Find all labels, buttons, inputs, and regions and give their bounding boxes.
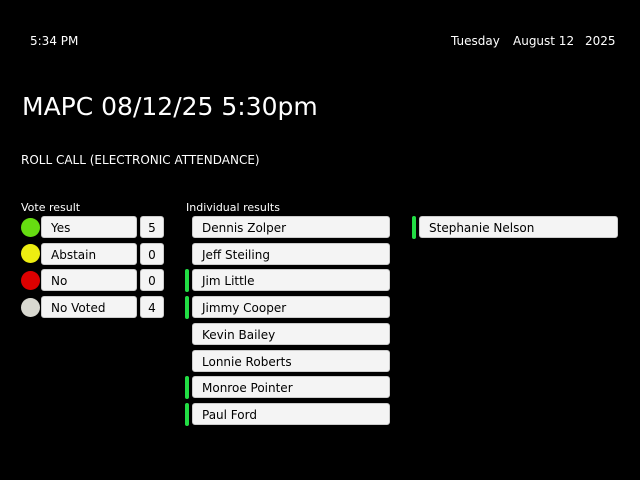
year: 2025 [585,34,616,48]
page-subtitle: ROLL CALL (ELECTRONIC ATTENDANCE) [21,153,260,167]
member-result: Paul Ford [192,402,390,425]
vote-option-label: No Voted [41,296,137,319]
voted-yes-indicator [185,376,189,400]
date: August 12 [513,34,575,48]
vote-color-indicator [21,217,40,237]
vote-count: 0 [140,269,164,292]
member-result: Lonnie Roberts [192,349,390,372]
member-result: Jim Little [192,269,390,292]
vote-color-indicator [21,270,40,290]
individual-results-label: Individual results [186,201,280,214]
clock-time: 5:34 PM [30,34,79,48]
member-result: Dennis Zolper [192,216,390,238]
vote-color-indicator [21,297,40,317]
vote-option-label: Abstain [41,242,137,265]
page-title: MAPC 08/12/25 5:30pm [22,92,318,121]
weekday: Tuesday [451,34,500,48]
vote-color-indicator [21,244,40,264]
member-result: Kevin Bailey [192,322,390,345]
voted-yes-indicator [412,216,416,239]
voted-yes-indicator [185,296,189,320]
vote-option-label: No [41,269,137,292]
member-result: Monroe Pointer [192,376,390,399]
voted-yes-indicator [185,402,189,426]
member-result: Stephanie Nelson [419,216,618,238]
vote-option-label: Yes [41,216,137,238]
voted-yes-indicator [185,269,189,293]
vote-count: 4 [140,296,164,319]
vote-count: 0 [140,242,164,265]
member-result: Jimmy Cooper [192,296,390,319]
vote-result-label: Vote result [21,201,81,214]
vote-count: 5 [140,216,164,238]
member-result: Jeff Steiling [192,242,390,265]
